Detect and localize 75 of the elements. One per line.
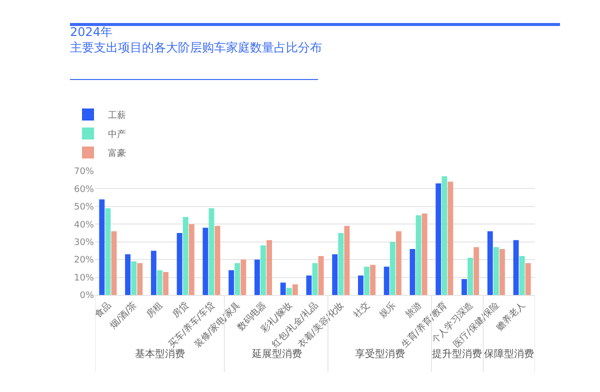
bar: [202, 228, 208, 295]
text: 基本型消费: [135, 348, 185, 360]
bar: [410, 248, 416, 295]
bar: [266, 240, 272, 295]
bar: [182, 217, 188, 295]
bar: [156, 270, 162, 295]
y-tick-label: 70%: [74, 167, 94, 178]
bar: [163, 272, 168, 295]
x-tick-label: 食品: [92, 300, 114, 320]
bar: [312, 263, 318, 295]
bar: [468, 258, 474, 295]
bar: [525, 263, 531, 295]
bar: [150, 250, 156, 295]
x-tick-label: 房贷: [170, 300, 191, 320]
bar: [318, 256, 324, 295]
bar: [125, 254, 130, 295]
bar: [188, 224, 194, 295]
text: 享受型消费: [355, 348, 405, 360]
chart-subtitle: 主要支出项目的各大阶层购车家庭数量占比分布: [70, 40, 322, 55]
bar: [390, 242, 396, 295]
bar: [384, 266, 390, 295]
bar: [208, 208, 214, 295]
y-tick-label: 40%: [74, 220, 94, 230]
bar: [364, 266, 370, 295]
bar: [493, 247, 499, 295]
bar: [214, 226, 220, 295]
bar: [396, 231, 402, 295]
bar: [234, 263, 240, 295]
bar: [370, 264, 376, 295]
bar: [292, 284, 298, 295]
legend-label: 中产: [108, 129, 126, 140]
bar: [240, 260, 246, 295]
bar: [344, 226, 350, 295]
bar: [513, 240, 519, 295]
bar: [519, 256, 525, 295]
x-tick-label: 旅游: [403, 300, 424, 320]
bar: [436, 183, 442, 295]
bar: [260, 245, 266, 295]
y-tick-label: 20%: [74, 256, 94, 266]
bar: [111, 231, 117, 295]
bar: [254, 260, 260, 295]
chart-title: 2024年: [70, 25, 113, 39]
bar: [487, 231, 493, 295]
bar: [137, 263, 143, 295]
text: 提升型消费: [432, 348, 482, 360]
bar: [358, 276, 364, 295]
bar: [338, 233, 344, 295]
x-tick-label: 房租: [144, 300, 166, 320]
bar: [442, 176, 448, 295]
text: 保障型消费: [484, 348, 534, 360]
bar: [448, 182, 454, 295]
bar: [500, 248, 505, 295]
y-tick-label: 0%: [80, 291, 94, 302]
bar: [306, 276, 312, 295]
bar: [422, 214, 428, 295]
bar: [416, 215, 422, 295]
x-tick-label: 娱乐: [377, 300, 398, 320]
y-tick-label: 60%: [74, 184, 94, 195]
bar: [280, 282, 286, 295]
bar: [462, 279, 467, 295]
bar: [474, 247, 480, 295]
bar: [286, 288, 292, 295]
bar: [105, 208, 111, 295]
text: 延展型消费: [251, 348, 302, 360]
bar: [99, 199, 105, 295]
y-tick-label: 30%: [74, 238, 94, 248]
bar: [131, 261, 137, 295]
y-tick-label: 50%: [74, 202, 94, 213]
bar: [228, 270, 234, 295]
x-tick-label: 社交: [352, 300, 372, 320]
bar: [176, 233, 182, 295]
legend-label: 富豪: [108, 148, 126, 160]
bar: [332, 254, 338, 295]
y-tick-label: 10%: [74, 273, 94, 284]
legend-label: 工薪: [108, 110, 126, 122]
